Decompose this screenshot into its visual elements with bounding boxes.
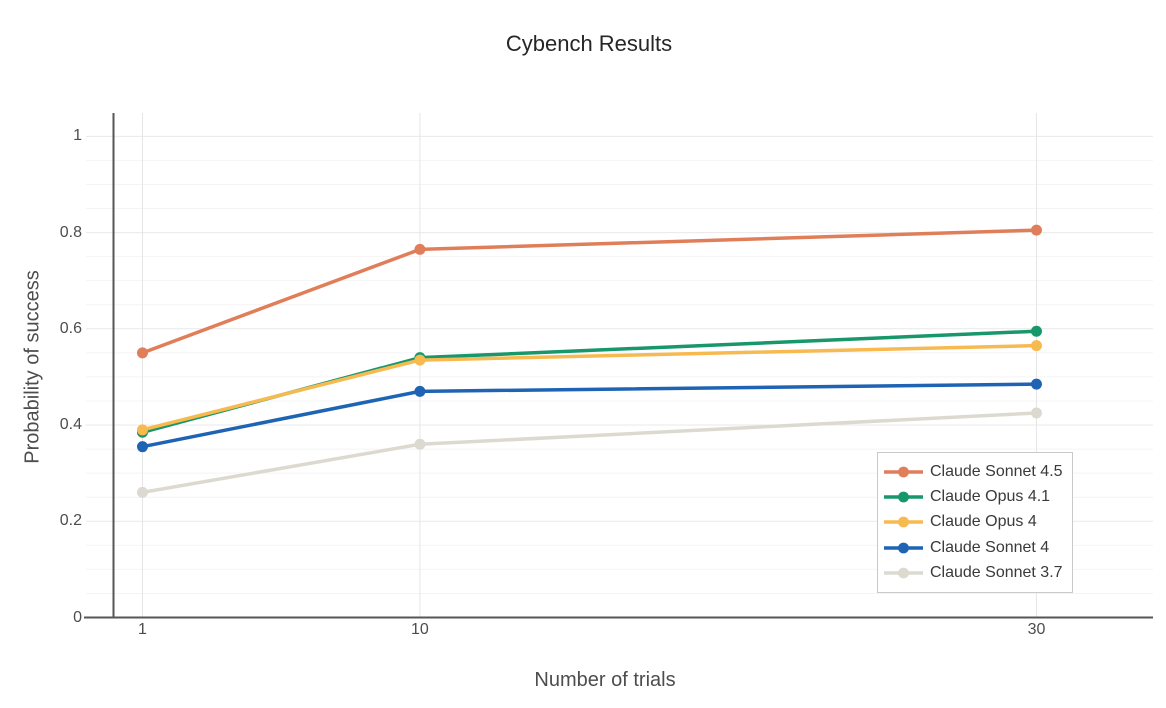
legend-item-3[interactable]: Claude Sonnet 4	[884, 535, 1072, 560]
legend-line-marker-icon	[884, 542, 923, 554]
legend-label: Claude Opus 4.1	[930, 488, 1051, 506]
series-marker-3-0	[136, 441, 148, 453]
legend-line-marker-icon	[884, 567, 923, 579]
y-tick-label: 0.6	[59, 319, 82, 337]
series-marker-2-2	[1030, 340, 1042, 352]
series-marker-2-0	[136, 424, 148, 436]
x-tick-label: 30	[1027, 621, 1046, 638]
legend-item-0[interactable]: Claude Sonnet 4.5	[884, 459, 1072, 484]
y-tick-label: 0.4	[59, 416, 82, 434]
legend-label: Claude Sonnet 4.5	[930, 462, 1063, 480]
legend: Claude Sonnet 4.5 Claude Opus 4.1 Claude O…	[877, 452, 1073, 593]
series-marker-4-2	[1030, 407, 1042, 419]
x-axis-title: Number of trials	[534, 669, 676, 691]
y-tick-label: 1	[73, 127, 82, 145]
series-marker-3-1	[414, 385, 426, 397]
series-marker-0-1	[414, 243, 426, 255]
legend-line-marker-icon	[884, 491, 923, 503]
legend-line-marker-icon	[884, 517, 923, 528]
y-axis-title: Probability of success	[21, 270, 44, 464]
series-marker-2-1	[414, 354, 426, 366]
legend-label: Claude Opus 4	[930, 513, 1037, 531]
series-marker-0-2	[1030, 224, 1042, 236]
legend-item-1[interactable]: Claude Opus 4.1	[884, 484, 1072, 509]
x-tick-label: 10	[411, 621, 429, 638]
legend-label: Claude Sonnet 4	[930, 538, 1050, 556]
series-marker-0-0	[136, 347, 148, 359]
chart-title: Cybench Results	[505, 31, 673, 56]
legend-line-marker-icon	[884, 466, 923, 478]
x-tick-label: 1	[138, 621, 147, 638]
series-marker-1-2	[1030, 325, 1042, 337]
series-line-0	[140, 228, 1039, 355]
series-marker-4-1	[414, 438, 426, 450]
series-line-1	[140, 329, 1039, 435]
y-tick-label: 0.8	[59, 223, 82, 241]
y-tick-label: 0.2	[59, 512, 82, 530]
legend-label: Claude Sonnet 3.7	[930, 564, 1063, 582]
y-tick-label: 0	[73, 608, 82, 626]
series-marker-4-0	[136, 486, 148, 498]
legend-item-2[interactable]: Claude Opus 4	[884, 510, 1072, 535]
legend-item-4[interactable]: Claude Sonnet 3.7	[884, 561, 1072, 586]
series-marker-3-2	[1030, 378, 1042, 390]
